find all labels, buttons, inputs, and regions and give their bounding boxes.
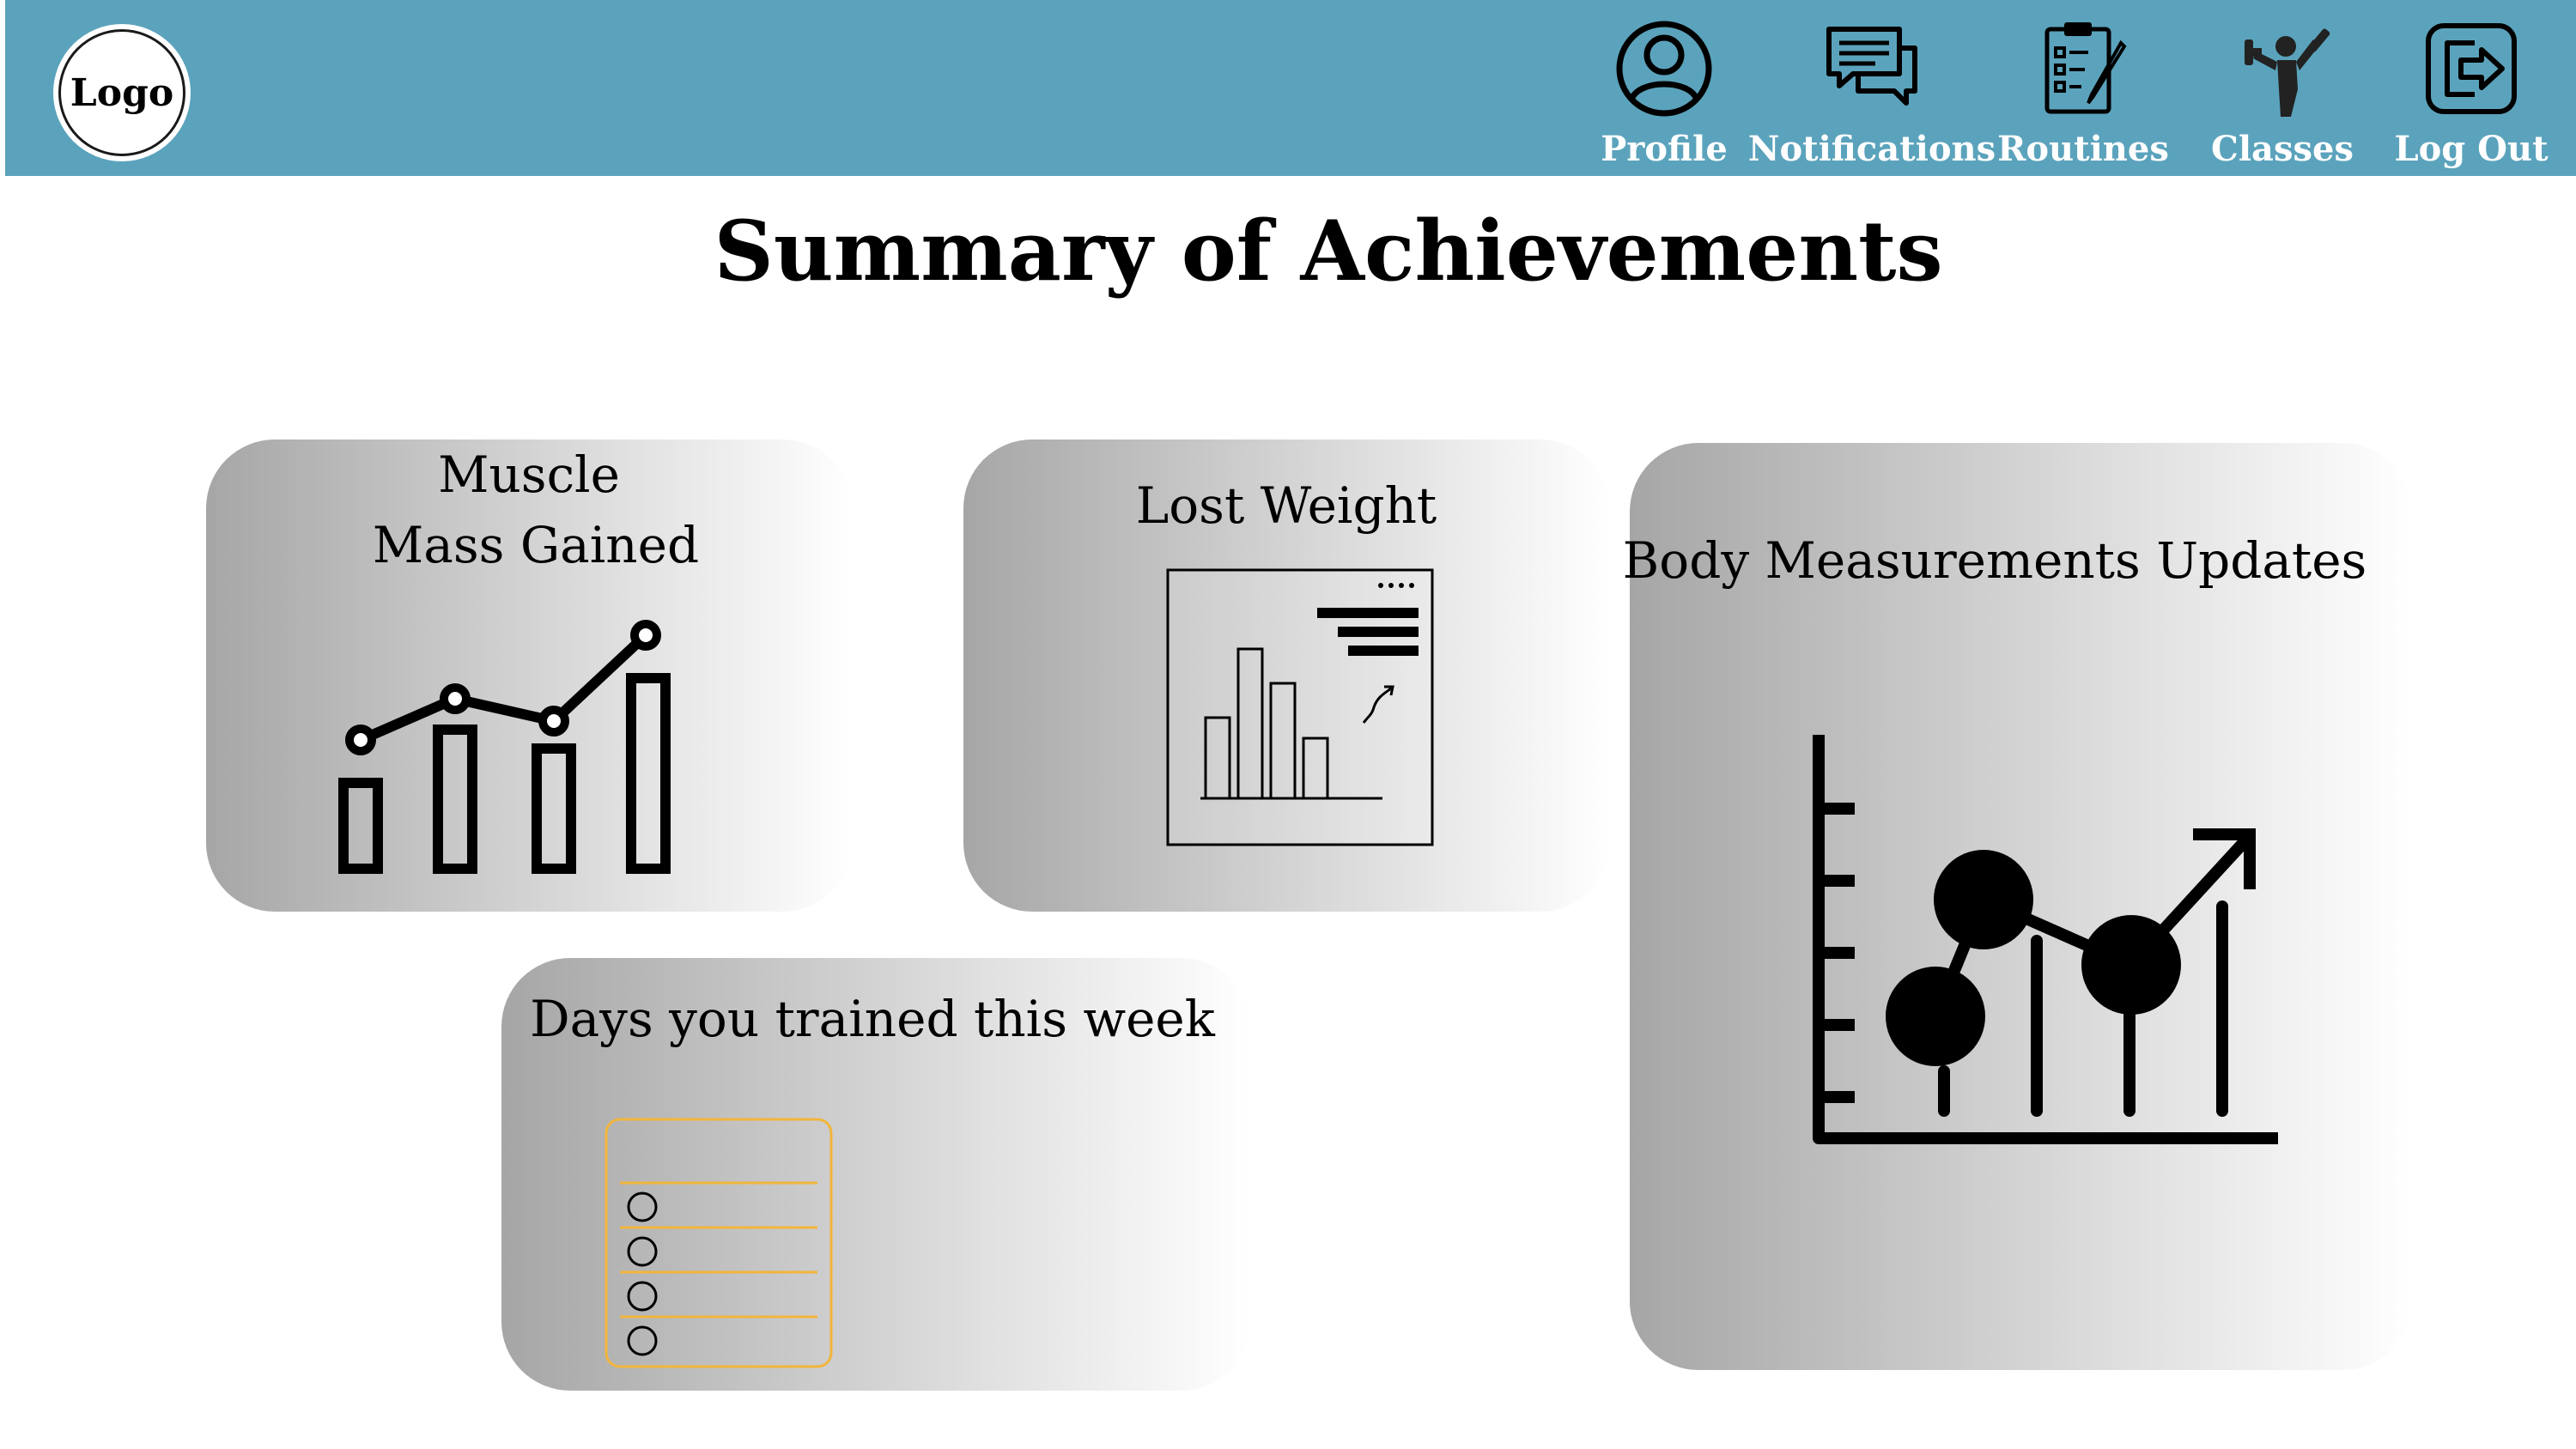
card-days-trained[interactable]: Days you trained this week bbox=[501, 958, 1250, 1391]
bar-line-chart-icon bbox=[338, 620, 671, 874]
nav-profile[interactable]: Profile bbox=[1552, 17, 1776, 167]
page-title: Summary of Achievements bbox=[714, 203, 1943, 300]
nav-notifications[interactable]: Notifications bbox=[1748, 17, 1996, 167]
card-lost-weight[interactable]: Lost Weight bbox=[963, 440, 1609, 912]
nav-routines-label: Routines bbox=[1997, 129, 2169, 169]
nav-logout-label: Log Out bbox=[2394, 129, 2549, 169]
clipboard-checklist-icon bbox=[2044, 22, 2127, 114]
nav-logout[interactable]: Log Out bbox=[2360, 17, 2576, 167]
logo[interactable]: Logo bbox=[58, 29, 185, 156]
card-muscle-title-line1: Muscle bbox=[438, 446, 620, 504]
card-muscle-mass[interactable]: Muscle Mass Gained bbox=[206, 440, 852, 912]
nav-classes-label: Classes bbox=[2211, 129, 2354, 169]
checklist-icon bbox=[605, 1118, 833, 1368]
nav-profile-label: Profile bbox=[1601, 129, 1728, 169]
card-weight-title: Lost Weight bbox=[1135, 476, 1437, 535]
growth-chart-icon bbox=[1813, 735, 2278, 1144]
weightlifter-icon bbox=[2245, 28, 2330, 117]
card-body-title: Body Measurements Updates bbox=[1622, 531, 2367, 590]
top-nav-bar: Logo Profile Notifications bbox=[5, 0, 2576, 176]
card-body-measurements[interactable]: Body Measurements Updates bbox=[1623, 443, 2411, 1370]
logout-icon bbox=[2426, 23, 2517, 114]
nav-classes[interactable]: Classes bbox=[2171, 17, 2394, 167]
user-circle-icon bbox=[1616, 21, 1712, 117]
card-days-title: Days you trained this week bbox=[530, 990, 1215, 1048]
report-chart-icon bbox=[1166, 568, 1434, 846]
chat-bubbles-icon bbox=[1826, 27, 1917, 106]
nav-routines[interactable]: Routines bbox=[1971, 17, 2195, 167]
card-muscle-title-line2: Mass Gained bbox=[372, 516, 700, 574]
nav-notifications-label: Notifications bbox=[1747, 129, 1996, 169]
